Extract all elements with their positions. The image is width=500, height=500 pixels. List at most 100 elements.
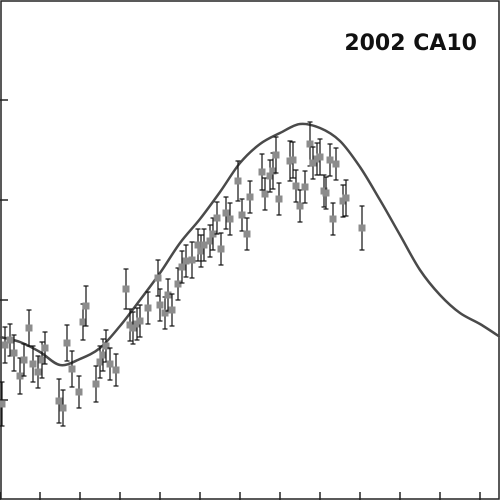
point-marker	[206, 237, 214, 245]
point-marker	[243, 230, 251, 238]
point-marker	[6, 336, 14, 344]
data-point-5	[20, 343, 28, 377]
data-point-64	[309, 146, 317, 180]
point-marker	[59, 404, 67, 412]
point-marker	[213, 214, 221, 222]
data-point-8	[34, 355, 42, 389]
point-marker	[306, 140, 314, 148]
data-point-0	[0, 381, 6, 427]
point-marker	[112, 366, 120, 374]
point-marker	[99, 351, 107, 359]
data-point-18	[92, 365, 100, 403]
data-point-49	[238, 198, 246, 232]
data-point-22	[106, 347, 114, 381]
point-marker	[342, 194, 350, 202]
data-point-23	[112, 353, 120, 387]
data-point-71	[332, 147, 340, 181]
data-point-62	[301, 170, 309, 204]
data-point-11	[55, 378, 63, 424]
point-marker	[38, 356, 46, 364]
data-point-36	[178, 250, 186, 284]
point-marker	[68, 365, 76, 373]
point-marker	[209, 230, 217, 238]
point-marker	[34, 368, 42, 376]
axis-ticks	[0, 99, 481, 500]
point-marker	[55, 397, 63, 405]
point-marker	[200, 241, 208, 249]
data-point-19	[96, 345, 104, 379]
data-point-3	[10, 334, 18, 372]
data-point-6	[25, 309, 33, 347]
data-point-14	[68, 350, 76, 388]
data-point-52	[258, 153, 266, 191]
data-point-56	[272, 136, 280, 174]
point-marker	[322, 189, 330, 197]
point-marker	[269, 167, 277, 175]
point-marker	[25, 324, 33, 332]
data-point-1	[1, 326, 9, 364]
data-point-28	[136, 304, 144, 338]
data-point-47	[226, 202, 234, 236]
point-marker	[188, 256, 196, 264]
point-marker	[136, 317, 144, 325]
data-point-13	[63, 324, 71, 362]
point-marker	[358, 224, 366, 232]
point-marker	[238, 211, 246, 219]
point-marker	[41, 344, 49, 352]
chart-title: 2002 CA10	[344, 31, 477, 56]
point-marker	[122, 285, 130, 293]
point-marker	[222, 209, 230, 217]
point-marker	[292, 182, 300, 190]
point-marker	[275, 195, 283, 203]
point-marker	[168, 306, 176, 314]
point-marker	[194, 241, 202, 249]
point-marker	[20, 356, 28, 364]
data-point-74	[358, 205, 366, 251]
point-marker	[144, 304, 152, 312]
point-marker	[246, 193, 254, 201]
data-point-73	[342, 179, 350, 217]
point-marker	[92, 380, 100, 388]
point-marker	[174, 280, 182, 288]
data-point-24	[122, 268, 130, 310]
point-marker	[301, 183, 309, 191]
data-points	[0, 121, 366, 427]
point-marker	[326, 156, 334, 164]
point-marker	[316, 153, 324, 161]
data-point-45	[217, 232, 225, 266]
model-curve	[0, 122, 500, 367]
data-point-35	[174, 267, 182, 301]
data-point-37	[182, 244, 190, 278]
point-marker	[309, 159, 317, 167]
point-marker	[29, 360, 37, 368]
data-point-46	[222, 196, 230, 230]
data-point-60	[292, 169, 300, 203]
data-point-61	[296, 189, 304, 223]
data-point-42	[206, 224, 214, 258]
point-marker	[106, 360, 114, 368]
data-point-34	[168, 293, 176, 327]
point-marker	[197, 247, 205, 255]
data-point-69	[326, 143, 334, 177]
point-marker	[266, 172, 274, 180]
point-marker	[16, 372, 24, 380]
data-point-7	[29, 345, 37, 383]
point-marker	[182, 257, 190, 265]
point-marker	[226, 215, 234, 223]
point-marker	[234, 177, 242, 185]
point-marker	[261, 190, 269, 198]
data-point-41	[200, 228, 208, 262]
point-marker	[75, 388, 83, 396]
data-point-29	[144, 291, 152, 325]
point-marker	[329, 215, 337, 223]
point-marker	[178, 263, 186, 271]
point-marker	[161, 309, 169, 317]
data-point-44	[213, 201, 221, 235]
point-marker	[332, 160, 340, 168]
point-marker	[10, 349, 18, 357]
point-marker	[217, 245, 225, 253]
data-point-15	[75, 375, 83, 409]
data-point-31	[156, 288, 164, 322]
